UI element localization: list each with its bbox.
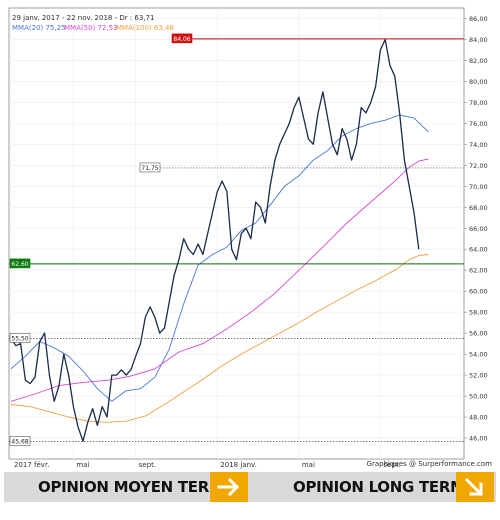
- x-tick-label: mai: [302, 461, 315, 469]
- x-tick-label: 2017 févr.: [14, 461, 49, 469]
- indicator-mma100: MMA(100) 63,48: [116, 24, 174, 32]
- y-tick-label: 84,00: [469, 36, 488, 44]
- y-tick-label: 54,00: [469, 351, 488, 359]
- y-tick-label: 48,00: [469, 414, 488, 422]
- level-label-low: 45,68: [11, 439, 28, 446]
- level-label-lowmid: 55,50: [11, 336, 28, 343]
- y-tick-label: 86,00: [469, 15, 488, 23]
- y-tick-label: 58,00: [469, 309, 488, 317]
- footer-bar: [4, 472, 496, 502]
- indicator-mma20: MMA(20) 75,25: [12, 24, 66, 32]
- opinion-long-term-label: OPINION LONG TERME: [293, 478, 475, 496]
- y-tick-label: 82,00: [469, 57, 488, 65]
- series-layer: [10, 38, 429, 442]
- y-tick-label: 52,00: [469, 372, 488, 380]
- y-tick-label: 64,00: [469, 246, 488, 254]
- y-tick-label: 76,00: [469, 120, 488, 128]
- x-tick-label: sept.: [383, 461, 400, 469]
- indicator-mma50: MMA(50) 72,53: [64, 24, 118, 32]
- y-tick-label: 66,00: [469, 225, 488, 233]
- y-tick-label: 74,00: [469, 141, 488, 149]
- y-tick-label: 56,00: [469, 330, 488, 338]
- y-tick-label: 62,00: [469, 267, 488, 275]
- x-tick-label: sept.: [139, 461, 156, 469]
- y-tick-label: 46,00: [469, 435, 488, 443]
- axis-layer: 46,00 48,00 50,00 52,00 54,00 56,00 58,00 60,00…: [14, 15, 488, 469]
- series-line-2: [10, 158, 429, 402]
- level-box-mid: [139, 162, 161, 173]
- plot-frame: [8, 7, 465, 460]
- range-text: 29 janv. 2017 - 22 nov. 2018 - Dr : 63,7…: [12, 14, 154, 22]
- chart-svg: 84,06 71,75 62,60 55,50 45,68 46,00 48,00 50,0…: [8, 7, 493, 469]
- x-tick-label: mai: [76, 461, 89, 469]
- stock-chart: 84,06 71,75 62,60 55,50 45,68 46,00 48,00 50,0…: [8, 7, 493, 469]
- y-tick-label: 80,00: [469, 78, 488, 86]
- y-tick-label: 70,00: [469, 183, 488, 191]
- y-tick-label: 68,00: [469, 204, 488, 212]
- arrow-down-right-icon: [456, 472, 494, 502]
- level-box-lowmid: [9, 333, 31, 343]
- arrow-right-icon: [210, 472, 248, 502]
- y-tick-label: 50,00: [469, 393, 488, 401]
- level-box-low: [9, 436, 31, 446]
- credit-text: Graphiques @ Surperformance.com: [367, 460, 493, 468]
- level-label-support: 62,60: [11, 261, 28, 268]
- x-tick-label: 2018 janv.: [220, 461, 257, 469]
- level-box-max: [171, 33, 193, 44]
- y-tick-label: 72,00: [469, 162, 488, 170]
- level-label-mid: 71,75: [141, 165, 158, 172]
- level-label-max: 84,06: [173, 36, 190, 43]
- y-tick-label: 60,00: [469, 288, 488, 296]
- y-tick-label: 78,00: [469, 99, 488, 107]
- series-line-4: [10, 38, 420, 442]
- level-box-support: [9, 258, 31, 269]
- series-line-3: [10, 254, 429, 423]
- opinion-medium-term-label: OPINION MOYEN TERME: [38, 478, 234, 496]
- marker-layer: 84,06 71,75 62,60 55,50 45,68: [9, 33, 464, 446]
